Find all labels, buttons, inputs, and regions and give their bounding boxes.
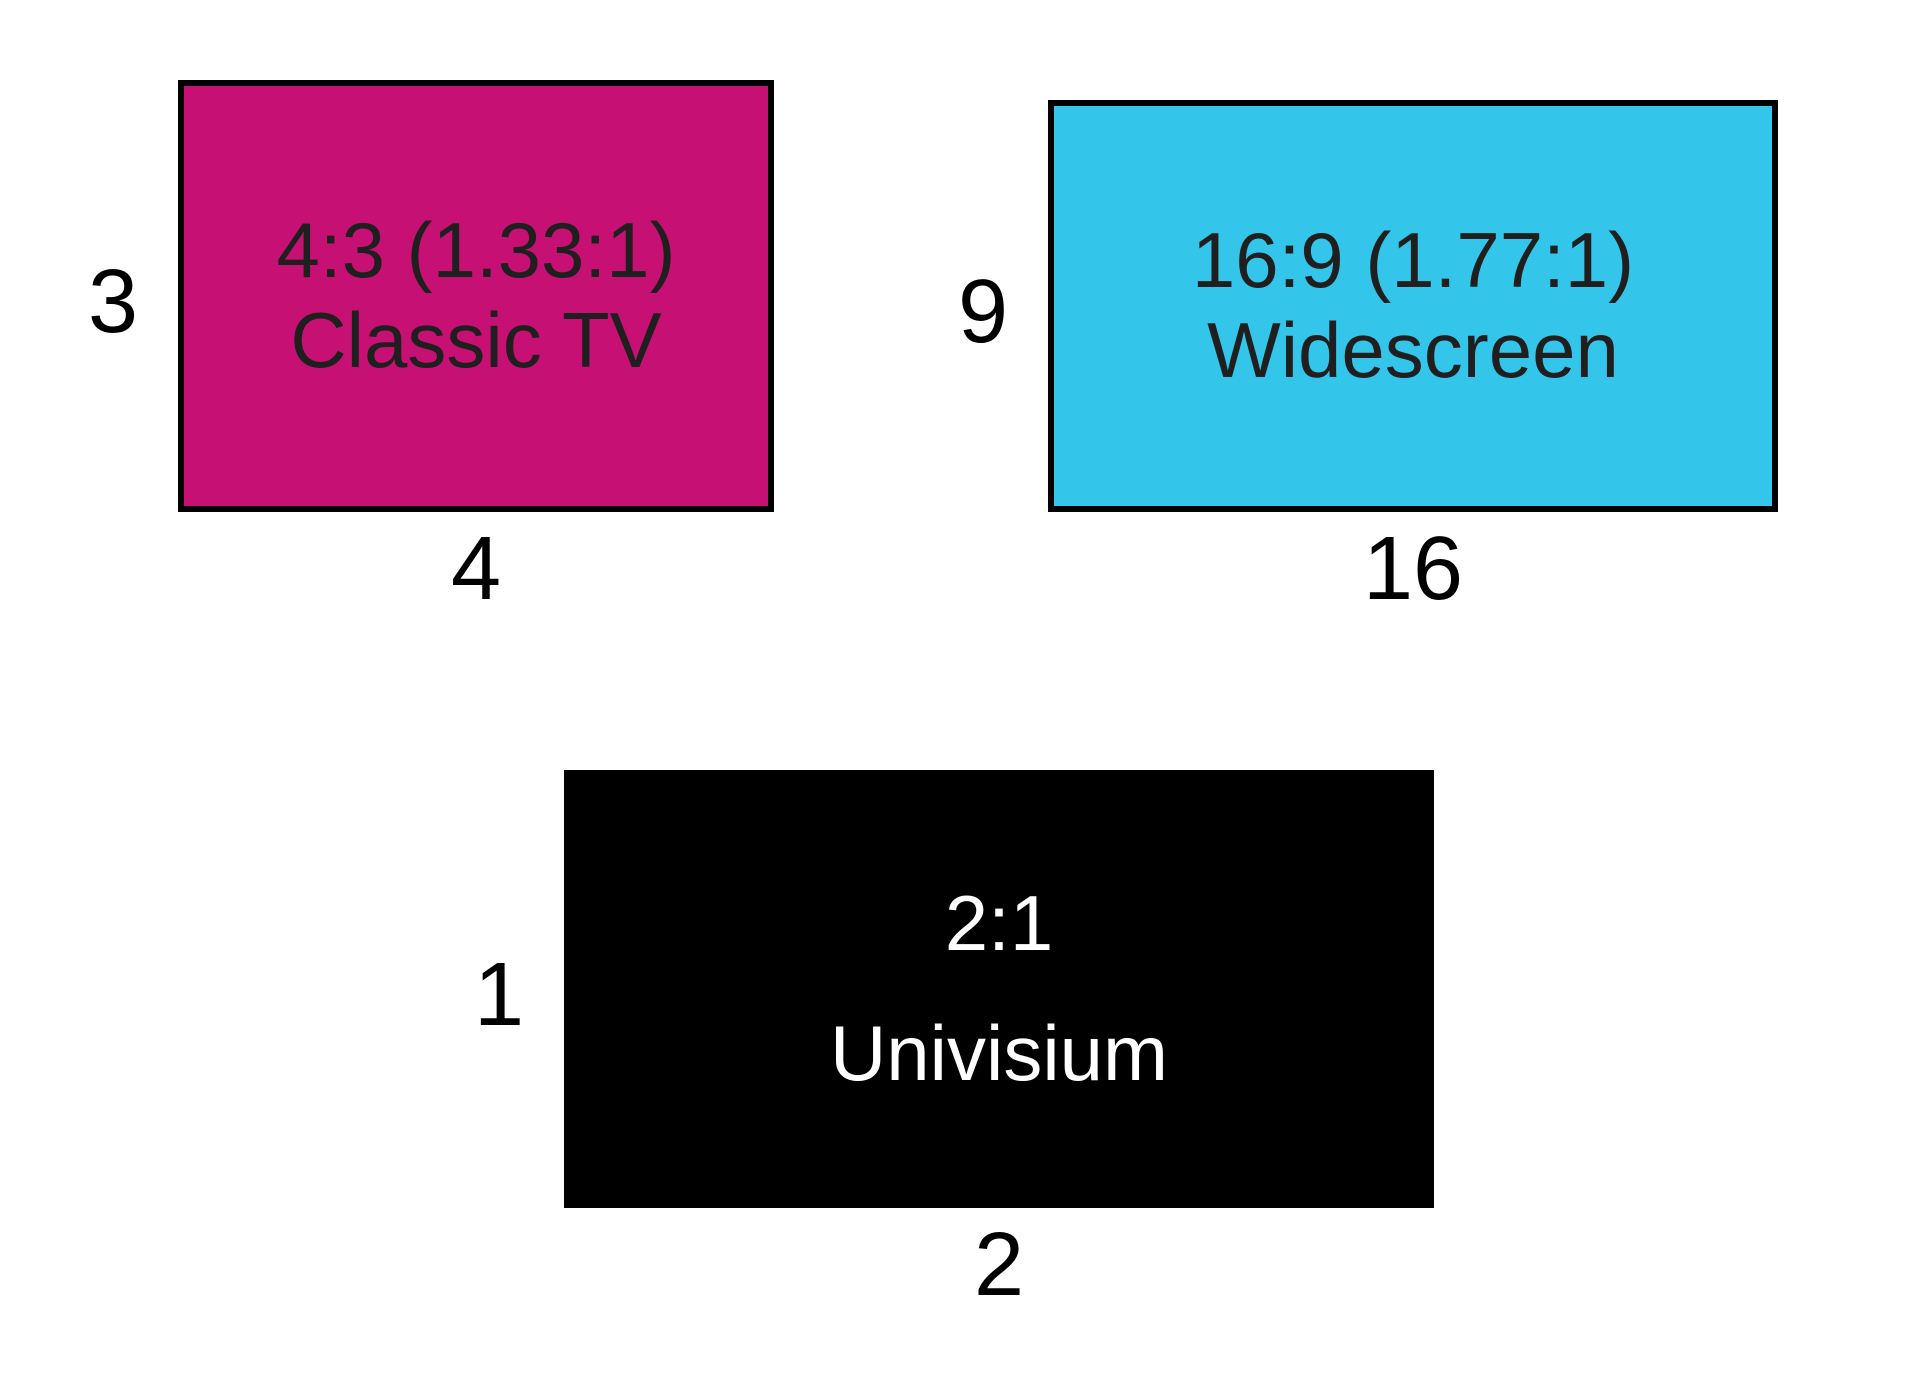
height-label-univisium: 1 [454,944,544,1047]
width-label-univisium: 2 [564,1214,1434,1317]
name-text: Univisium [830,1009,1168,1099]
ratio-text: 4:3 (1.33:1) [277,206,676,296]
width-label-widescreen: 16 [1048,518,1778,621]
width-label-classic-tv: 4 [178,518,774,621]
height-label-classic-tv: 3 [68,251,158,354]
aspect-ratio-box-widescreen: 16:9 (1.77:1) Widescreen [1048,100,1778,512]
aspect-ratio-box-classic-tv: 4:3 (1.33:1) Classic TV [178,80,774,512]
ratio-text: 16:9 (1.77:1) [1192,216,1634,306]
height-label-widescreen: 9 [938,261,1028,364]
aspect-ratio-box-univisium: 2:1 Univisium [564,770,1434,1208]
aspect-ratio-diagram: 4:3 (1.33:1) Classic TV 3 4 16:9 (1.77:1… [0,0,1920,1388]
name-text: Widescreen [1207,306,1619,396]
ratio-text: 2:1 [945,879,1053,969]
name-text: Classic TV [290,296,661,386]
